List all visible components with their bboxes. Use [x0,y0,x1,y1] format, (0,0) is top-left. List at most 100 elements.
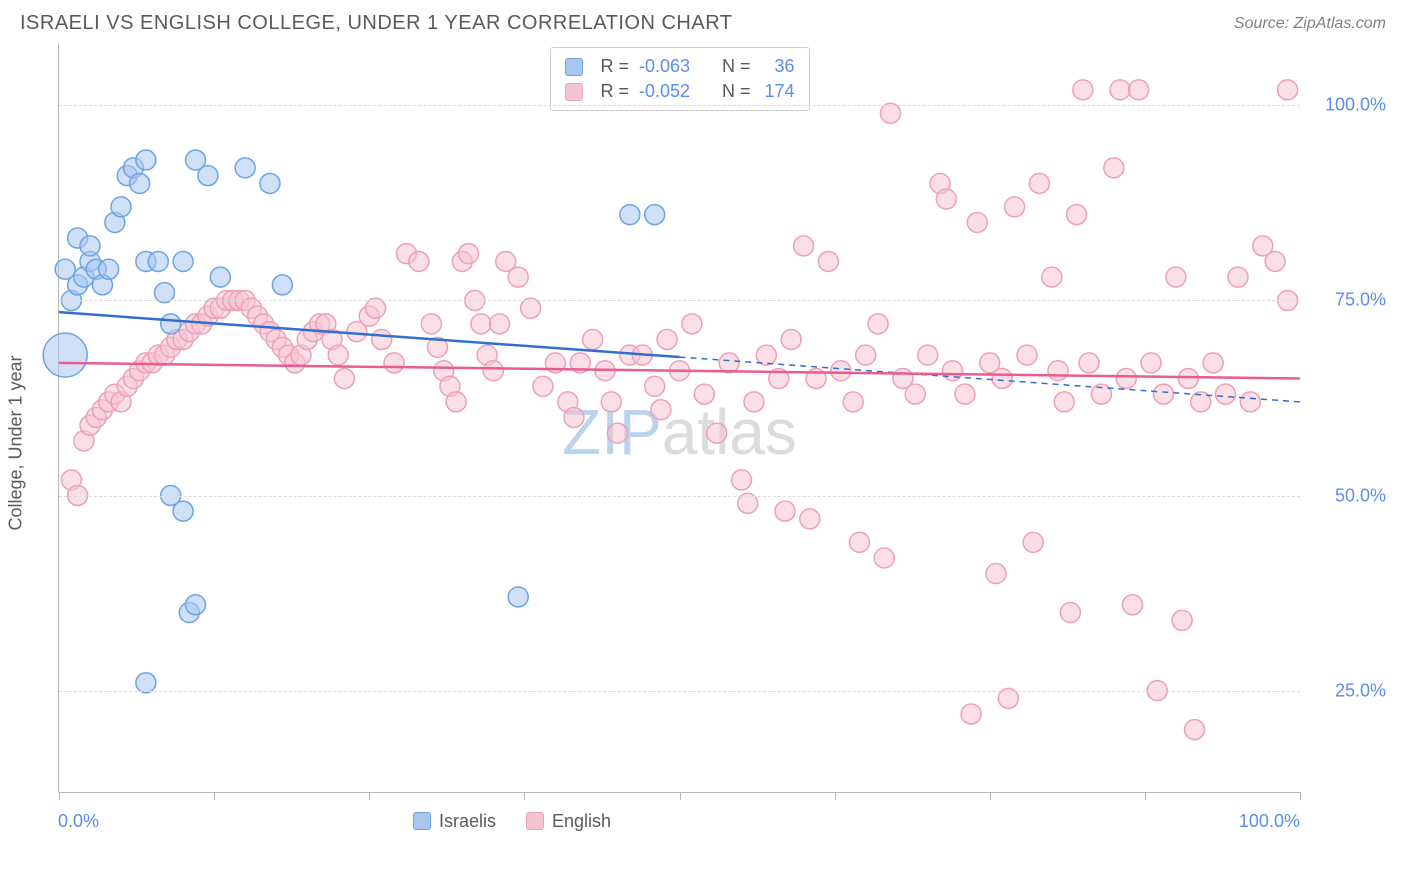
plot-area: ZIPatlas R = -0.063 N = 36 R = -0.052 N … [58,43,1300,793]
scatter-point-english [905,384,925,404]
scatter-point-english [372,329,392,349]
scatter-point-english [1073,80,1093,100]
scatter-point-israeli [235,158,255,178]
scatter-point-english [1017,345,1037,365]
scatter-point-english [775,501,795,521]
y-tick-label: 100.0% [1310,95,1386,116]
scatter-point-english [1048,361,1068,381]
scatter-point-english [1060,603,1080,623]
scatter-point-english [1265,251,1285,271]
n-label: N = [722,56,751,77]
scatter-point-english [645,376,665,396]
legend-swatch-pink [526,812,544,830]
scatter-point-english [682,314,702,334]
scatter-point-english [843,392,863,412]
chart-area: College, Under 1 year ZIPatlas R = -0.06… [46,43,1396,843]
scatter-point-english [583,329,603,349]
scatter-point-english [868,314,888,334]
scatter-point-english [831,361,851,381]
scatter-point-english [961,704,981,724]
scatter-point-english [471,314,491,334]
y-tick-label: 50.0% [1310,485,1386,506]
legend-swatch-pink [564,83,582,101]
scatter-point-israeli [136,150,156,170]
scatter-point-english [1079,353,1099,373]
scatter-point-english [744,392,764,412]
scatter-point-english [794,236,814,256]
chart-header: ISRAELI VS ENGLISH COLLEGE, UNDER 1 YEAR… [0,0,1406,43]
scatter-point-israeli [111,197,131,217]
scatter-point-english [1054,392,1074,412]
scatter-point-english [1023,532,1043,552]
scatter-point-english [384,353,404,373]
scatter-point-israeli [210,267,230,287]
x-tick [1300,792,1301,800]
scatter-point-english [800,509,820,529]
r-label: R = [600,56,629,77]
scatter-point-english [508,267,528,287]
scatter-point-english [1141,353,1161,373]
scatter-point-english [874,548,894,568]
scatter-point-english [1153,384,1173,404]
scatter-point-english [694,384,714,404]
scatter-point-israeli [99,259,119,279]
gridline [59,300,1300,301]
n-label: N = [722,81,751,102]
scatter-point-english [818,251,838,271]
legend-label: Israelis [439,811,496,832]
scatter-point-english [334,368,354,388]
stats-legend-box: R = -0.063 N = 36 R = -0.052 N = 174 [549,47,809,111]
scatter-point-english [732,470,752,490]
scatter-point-english [459,244,479,264]
gridline [59,691,1300,692]
scatter-point-english [1185,720,1205,740]
n-value: 36 [761,56,795,77]
chart-source: Source: ZipAtlas.com [1234,15,1386,33]
scatter-point-english [446,392,466,412]
stats-legend-row: R = -0.063 N = 36 [564,54,794,79]
scatter-point-israeli [198,166,218,186]
scatter-point-english [1203,353,1223,373]
scatter-point-israeli [148,251,168,271]
scatter-point-english [1067,205,1087,225]
y-axis-label: College, Under 1 year [6,355,27,530]
scatter-point-israeli [272,275,292,295]
scatter-point-english [955,384,975,404]
stats-legend-row: R = -0.052 N = 174 [564,79,794,104]
legend-swatch-blue [564,58,582,76]
scatter-point-english [1240,392,1260,412]
x-axis-min-label: 0.0% [58,811,99,832]
scatter-point-english [781,329,801,349]
gridline [59,105,1300,106]
scatter-point-israeli [161,314,181,334]
scatter-point-english [856,345,876,365]
legend-swatch-blue [413,812,431,830]
scatter-point-english [1216,384,1236,404]
scatter-point-english [1278,80,1298,100]
scatter-point-english [1110,80,1130,100]
scatter-point-english [607,423,627,443]
r-label: R = [600,81,629,102]
legend-item-english: English [526,811,611,832]
scatter-point-english [651,400,671,420]
x-axis-max-label: 100.0% [1239,811,1300,832]
scatter-point-english [483,361,503,381]
scatter-point-english [601,392,621,412]
scatter-point-english [1178,368,1198,388]
scatter-point-english [986,564,1006,584]
r-value: -0.063 [639,56,690,77]
bottom-legend: Israelis English [413,811,611,832]
scatter-point-english [1104,158,1124,178]
scatter-point-english [1042,267,1062,287]
scatter-point-english [918,345,938,365]
scatter-point-english [490,314,510,334]
gridline [59,496,1300,497]
scatter-point-english [421,314,441,334]
scatter-point-english [1166,267,1186,287]
scatter-point-english [992,368,1012,388]
legend-label: English [552,811,611,832]
scatter-point-israeli [645,205,665,225]
chart-title: ISRAELI VS ENGLISH COLLEGE, UNDER 1 YEAR… [20,12,733,35]
scatter-point-english [533,376,553,396]
scatter-point-english [707,423,727,443]
